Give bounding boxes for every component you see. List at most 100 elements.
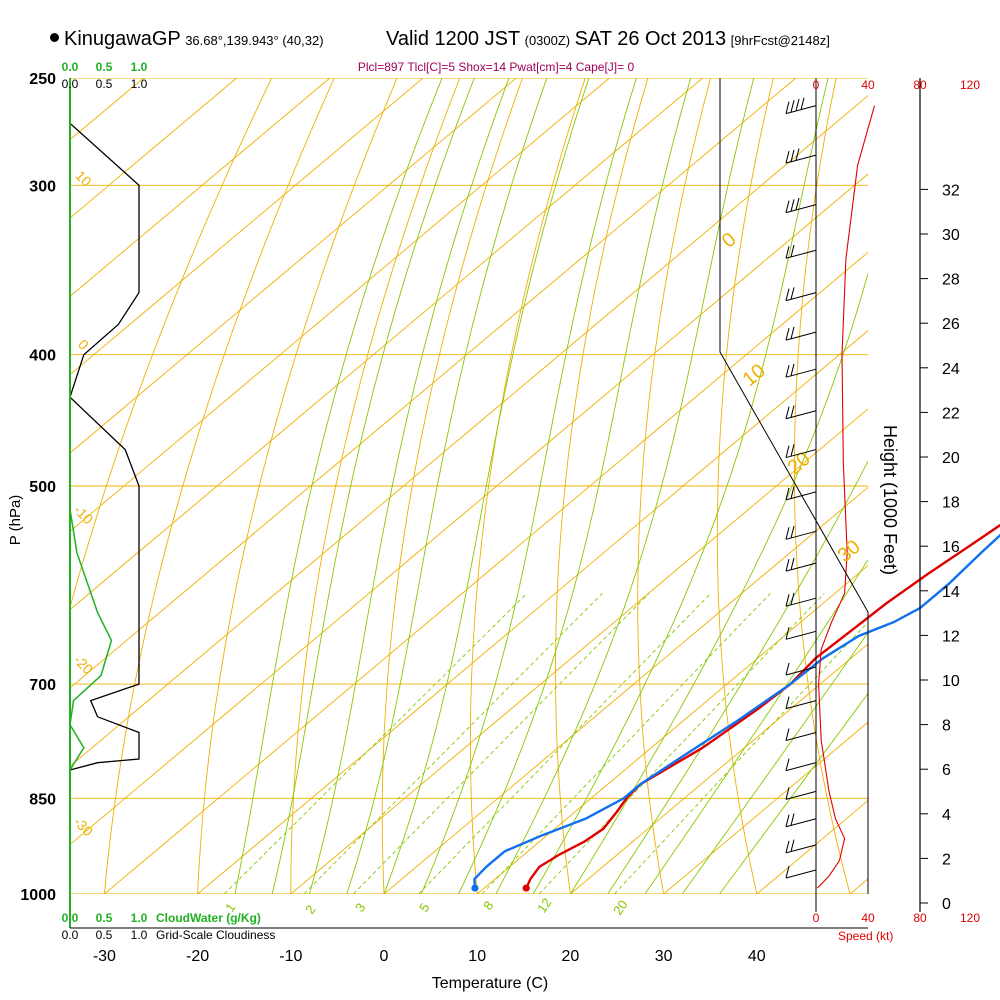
mixing-ratio-line: [418, 592, 712, 894]
speed-tick-bottom: 0: [813, 911, 820, 925]
barb-feather: [785, 151, 790, 164]
barb-feather: [785, 101, 790, 114]
isotherm-line: [70, 173, 868, 846]
temperature-tick-label: -20: [186, 948, 209, 965]
temperature-tick-label: 20: [562, 948, 580, 965]
theta-e-label: 30: [834, 536, 865, 567]
barb-feather: [785, 559, 790, 572]
wind-barb: [785, 444, 817, 459]
cloud-water-tick-top: 1.0: [131, 60, 148, 74]
barb-feather: [790, 444, 795, 457]
theta-e-label: 20: [784, 448, 815, 479]
wind-barb: [785, 244, 817, 259]
barb-staff: [785, 331, 817, 341]
wind-barb: [785, 197, 817, 214]
dry-adiabat-label: -10: [71, 502, 97, 528]
barb-feather: [790, 149, 795, 162]
cloud-water-axis-title: CloudWater (g/Kg): [156, 911, 261, 925]
moist-adiabat: [383, 78, 590, 894]
wind-barb: [785, 363, 817, 378]
barb-staff: [785, 818, 817, 828]
barb-staff: [785, 562, 817, 572]
dry-adiabat-label: -30: [71, 814, 97, 840]
dry-adiabat: [70, 78, 273, 610]
temperature-tick-label: 30: [655, 948, 673, 965]
barb-feather: [785, 728, 790, 741]
temperature-tick-label: 10: [468, 948, 486, 965]
wind-barb: [785, 592, 817, 607]
valid-time: Valid 1200 JST (0300Z) SAT 26 Oct 2013 […: [386, 28, 830, 51]
mixing-ratio-label: 8: [480, 898, 496, 913]
station-dot-icon: [50, 33, 59, 43]
barb-feather: [790, 244, 795, 258]
wind-barb: [785, 696, 817, 710]
barb-feather: [790, 363, 795, 377]
moist-adiabat: [308, 78, 510, 894]
mixing-ratio-line: [481, 592, 771, 894]
height-tick-label: 16: [942, 539, 960, 556]
barb-feather: [785, 840, 790, 854]
pressure-tick-label: 1000: [20, 887, 56, 904]
pressure-tick-label: 400: [29, 348, 56, 365]
speed-tick-top: 80: [913, 78, 927, 92]
temperature-tick-label: 0: [380, 948, 389, 965]
barb-feather: [785, 758, 790, 771]
wind-barb: [785, 758, 817, 772]
wind-barb: [785, 839, 817, 854]
cloudiness-tick-bottom: 1.0: [131, 928, 148, 942]
barb-staff: [785, 204, 817, 214]
height-tick-label: 24: [942, 361, 960, 378]
pressure-tick-label: 850: [29, 791, 56, 808]
mixing-ratio-label: 3: [352, 900, 368, 915]
temperature-line: [525, 523, 1000, 889]
speed-tick-bottom: 40: [861, 911, 875, 925]
dry-adiabat: [716, 78, 774, 894]
dry-adiabat: [103, 78, 335, 894]
cloud-water-tick-top: 0.5: [96, 60, 113, 74]
temperature-tick-label: 40: [748, 948, 766, 965]
barb-staff: [785, 249, 817, 259]
cloud-water-tick-top: 0.0: [62, 60, 79, 74]
dry-adiabat: [197, 78, 398, 894]
cloudiness-tick-bottom: 0.5: [96, 928, 113, 942]
barb-staff: [785, 790, 817, 800]
barb-feather: [785, 787, 790, 800]
moist-adiabat: [495, 78, 755, 894]
pressure-tick-label: 500: [29, 479, 56, 496]
valid-z: (0300Z): [524, 33, 571, 48]
station-info: 36.68°,139.943° (40,32): [185, 33, 324, 48]
barb-staff: [785, 154, 817, 164]
barb-feather: [790, 557, 795, 570]
barb-feather: [790, 100, 795, 113]
wind-barb: [785, 865, 817, 879]
wind-barb: [785, 148, 817, 164]
mixing-ratio-line: [303, 592, 603, 894]
barb-feather: [790, 405, 795, 418]
wind-barb: [785, 728, 817, 741]
barb-feather: [790, 326, 795, 339]
moist-adiabat: [570, 271, 868, 894]
isotherm-line: [476, 565, 868, 894]
isotherm-line: [70, 78, 331, 297]
wind-barb: [785, 662, 817, 676]
surface-temperature-point: [522, 884, 530, 892]
wind-barb: [785, 405, 817, 420]
barb-feather: [785, 288, 790, 301]
temperature-tick-label: -10: [279, 948, 302, 965]
speed-tick-bottom: 120: [960, 911, 980, 925]
barb-feather: [785, 594, 790, 607]
barb-feather: [790, 486, 795, 499]
pressure-tick-label: 300: [29, 178, 56, 195]
barb-feather: [795, 197, 800, 211]
cloud-water-tick-bottom: 0.5: [96, 911, 113, 925]
barb-feather: [790, 199, 795, 212]
valid-date: SAT 26 Oct 2013: [574, 28, 727, 50]
barb-feather: [785, 200, 790, 213]
moist-adiabat: [644, 558, 868, 894]
speed-tick-bottom: 80: [913, 911, 927, 925]
cloudiness-tick-top: 1.0: [131, 77, 148, 91]
moist-adiabat: [681, 631, 868, 894]
wind-barb: [785, 97, 817, 115]
barb-feather: [790, 839, 795, 852]
mixing-ratio-label: 2: [302, 902, 318, 917]
